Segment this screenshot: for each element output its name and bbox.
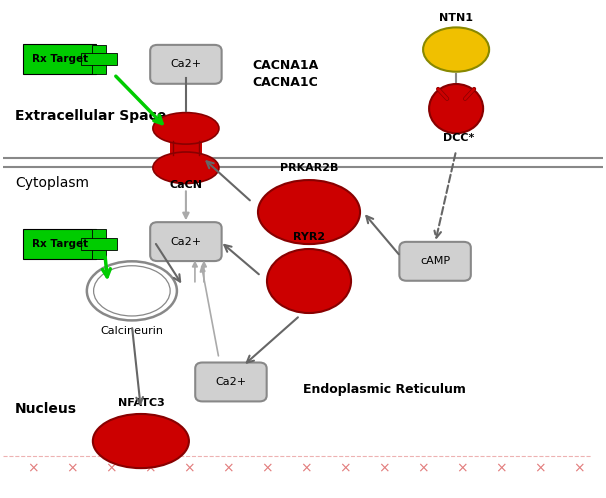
Ellipse shape: [93, 414, 189, 468]
FancyBboxPatch shape: [150, 45, 222, 84]
Text: Ca2+: Ca2+: [170, 237, 201, 247]
Text: ×: ×: [534, 461, 546, 475]
FancyBboxPatch shape: [150, 222, 222, 261]
Ellipse shape: [153, 152, 219, 183]
Text: ×: ×: [495, 461, 507, 475]
Bar: [81, 53, 117, 65]
Text: ×: ×: [339, 461, 351, 475]
Bar: [170, 128, 202, 168]
Text: Ca2+: Ca2+: [170, 59, 201, 69]
Ellipse shape: [258, 180, 360, 244]
Text: Calcineurin: Calcineurin: [101, 326, 164, 336]
Text: Rx Target: Rx Target: [32, 54, 88, 64]
Bar: [81, 238, 117, 250]
Text: ×: ×: [261, 461, 273, 475]
Text: ×: ×: [222, 461, 234, 475]
Ellipse shape: [267, 249, 351, 313]
Text: Cytoplasm: Cytoplasm: [15, 175, 89, 190]
Text: ×: ×: [66, 461, 78, 475]
Text: CACNA1A
CACNA1C: CACNA1A CACNA1C: [252, 59, 318, 89]
Text: NTN1: NTN1: [439, 12, 473, 22]
Text: ×: ×: [183, 461, 195, 475]
Text: CaCN: CaCN: [170, 180, 202, 190]
Text: ×: ×: [418, 461, 429, 475]
Text: Rx Target: Rx Target: [32, 239, 88, 249]
Text: ×: ×: [27, 461, 39, 475]
FancyBboxPatch shape: [24, 44, 96, 74]
Text: ×: ×: [573, 461, 585, 475]
Ellipse shape: [87, 261, 177, 320]
Text: Ca2+: Ca2+: [215, 377, 247, 387]
Bar: [92, 229, 107, 259]
Text: Nucleus: Nucleus: [15, 402, 77, 416]
Text: RYR2: RYR2: [293, 232, 325, 242]
Text: ×: ×: [144, 461, 156, 475]
FancyBboxPatch shape: [24, 229, 96, 259]
FancyBboxPatch shape: [399, 242, 471, 281]
Ellipse shape: [423, 27, 489, 72]
Bar: [92, 45, 107, 74]
FancyBboxPatch shape: [195, 363, 267, 401]
Text: ×: ×: [105, 461, 117, 475]
Ellipse shape: [153, 113, 219, 144]
Text: ×: ×: [300, 461, 312, 475]
Text: ×: ×: [456, 461, 468, 475]
Text: ×: ×: [378, 461, 390, 475]
Text: PRKAR2B: PRKAR2B: [280, 163, 338, 173]
Text: Extracellular Space: Extracellular Space: [15, 109, 166, 123]
Text: Endoplasmic Reticulum: Endoplasmic Reticulum: [303, 383, 466, 396]
Ellipse shape: [429, 84, 483, 133]
Text: NFATC3: NFATC3: [118, 398, 164, 408]
Text: DCC*: DCC*: [444, 133, 475, 143]
Text: cAMP: cAMP: [420, 256, 450, 266]
